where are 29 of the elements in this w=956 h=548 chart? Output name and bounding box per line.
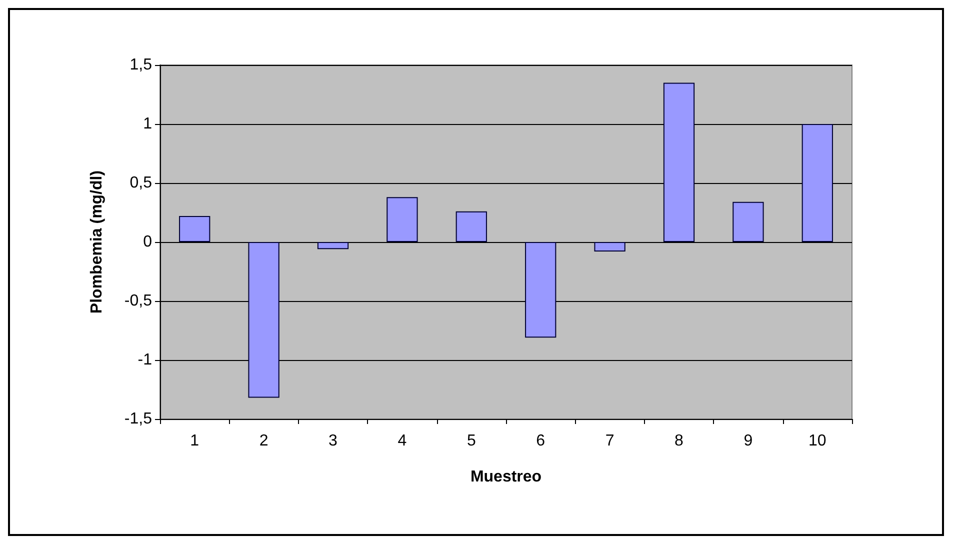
y-tick-label: 0	[143, 234, 152, 250]
x-tick-label: 9	[744, 432, 753, 450]
y-tick-label: -1,5	[124, 410, 152, 428]
x-tick-label: 4	[398, 432, 407, 450]
bar	[525, 242, 556, 338]
y-tick-label: -0,5	[124, 292, 152, 310]
y-axis-title: Plombemia (mg/dl)	[88, 170, 106, 314]
bar	[317, 242, 349, 250]
x-tick-label: 1	[190, 432, 200, 450]
bar	[386, 197, 418, 242]
y-tick-label: 1,5	[130, 56, 152, 74]
bar	[802, 124, 833, 242]
y-tick-label: -1	[138, 352, 152, 368]
bar	[594, 242, 626, 252]
x-tick-label: 6	[536, 432, 546, 450]
y-tick-label: 1	[143, 116, 152, 132]
bar	[179, 216, 210, 242]
bar	[663, 82, 695, 242]
x-tick-label: 10	[808, 432, 826, 450]
x-tick-label: 8	[674, 432, 684, 450]
bar	[456, 211, 487, 242]
x-tick-label: 7	[605, 432, 614, 450]
x-tick-label: 3	[328, 432, 338, 450]
x-axis-title: Muestreo	[470, 468, 542, 486]
x-tick-label: 5	[466, 432, 476, 450]
bar	[248, 242, 280, 398]
bar	[732, 202, 764, 242]
y-tick-label: 0,5	[130, 174, 152, 192]
x-tick-label: 2	[259, 432, 268, 450]
